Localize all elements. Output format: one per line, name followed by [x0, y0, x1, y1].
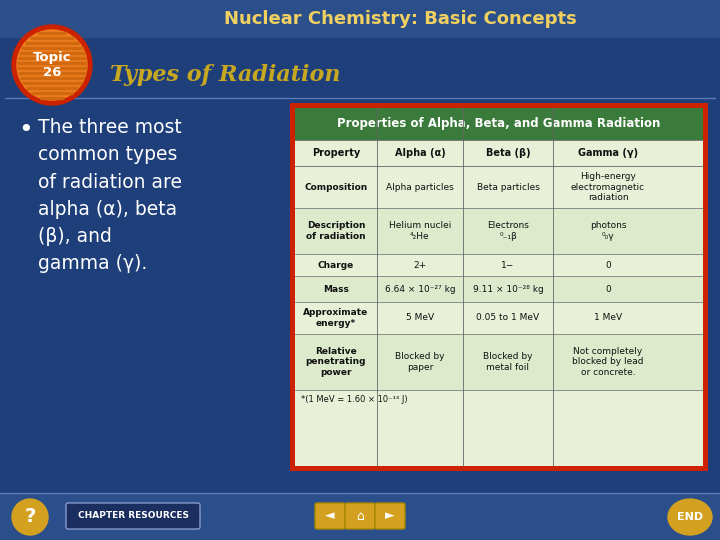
- Text: 0: 0: [605, 285, 611, 294]
- Text: •: •: [18, 118, 32, 142]
- Text: Electrons
⁰₋₁β: Electrons ⁰₋₁β: [487, 221, 529, 241]
- FancyBboxPatch shape: [295, 276, 703, 302]
- Text: Relative
penetrating
power: Relative penetrating power: [306, 347, 366, 377]
- FancyBboxPatch shape: [66, 503, 200, 529]
- Text: High-energy
electromagnetic
radiation: High-energy electromagnetic radiation: [571, 172, 645, 202]
- Text: Not completely
blocked by lead
or concrete.: Not completely blocked by lead or concre…: [572, 347, 644, 377]
- FancyBboxPatch shape: [377, 140, 463, 166]
- Text: 2+: 2+: [413, 260, 426, 269]
- Text: Blocked by
paper: Blocked by paper: [395, 352, 445, 372]
- Text: Properties of Alpha, Beta, and Gamma Radiation: Properties of Alpha, Beta, and Gamma Rad…: [337, 118, 661, 131]
- FancyBboxPatch shape: [295, 108, 703, 140]
- Text: 6.64 × 10⁻²⁷ kg: 6.64 × 10⁻²⁷ kg: [384, 285, 455, 294]
- Text: Beta (β): Beta (β): [486, 148, 531, 158]
- Text: Alpha (α): Alpha (α): [395, 148, 446, 158]
- Text: ◄: ◄: [325, 510, 335, 523]
- Text: END: END: [677, 512, 703, 522]
- Text: Alpha particles: Alpha particles: [386, 183, 454, 192]
- Text: Types of Radiation: Types of Radiation: [110, 64, 341, 86]
- Text: 0: 0: [605, 260, 611, 269]
- FancyBboxPatch shape: [295, 166, 703, 208]
- Text: ⌂: ⌂: [356, 510, 364, 523]
- FancyBboxPatch shape: [290, 103, 708, 471]
- FancyBboxPatch shape: [0, 0, 720, 38]
- Text: Composition: Composition: [305, 183, 368, 192]
- Text: Mass: Mass: [323, 285, 349, 294]
- FancyBboxPatch shape: [295, 334, 703, 390]
- FancyBboxPatch shape: [295, 140, 377, 166]
- Text: Gamma (γ): Gamma (γ): [578, 148, 638, 158]
- FancyBboxPatch shape: [295, 208, 703, 254]
- FancyBboxPatch shape: [295, 390, 703, 410]
- Circle shape: [17, 30, 87, 100]
- Text: Description
of radiation: Description of radiation: [306, 221, 366, 241]
- FancyBboxPatch shape: [315, 503, 345, 529]
- FancyBboxPatch shape: [295, 302, 703, 334]
- FancyBboxPatch shape: [463, 140, 553, 166]
- Text: Property: Property: [312, 148, 360, 158]
- Text: CHAPTER RESOURCES: CHAPTER RESOURCES: [78, 511, 189, 521]
- FancyBboxPatch shape: [295, 108, 703, 466]
- Text: The three most
common types
of radiation are
alpha (α), beta
(β), and
gamma (γ).: The three most common types of radiation…: [38, 118, 182, 273]
- FancyBboxPatch shape: [0, 493, 720, 540]
- Text: Beta particles: Beta particles: [477, 183, 539, 192]
- Text: Blocked by
metal foil: Blocked by metal foil: [483, 352, 533, 372]
- Text: Nuclear Chemistry: Basic Concepts: Nuclear Chemistry: Basic Concepts: [224, 10, 577, 28]
- Text: 26: 26: [42, 66, 61, 79]
- Text: 1 MeV: 1 MeV: [594, 314, 622, 322]
- Text: Approximate
energy*: Approximate energy*: [303, 308, 369, 328]
- Text: 5 MeV: 5 MeV: [406, 314, 434, 322]
- Text: Charge: Charge: [318, 260, 354, 269]
- Ellipse shape: [12, 499, 48, 535]
- Circle shape: [12, 25, 92, 105]
- FancyBboxPatch shape: [553, 140, 663, 166]
- Text: photons
⁰₀γ: photons ⁰₀γ: [590, 221, 626, 241]
- Text: *(1 MeV = 1.60 × 10⁻¹³ J): *(1 MeV = 1.60 × 10⁻¹³ J): [301, 395, 408, 404]
- Text: Topic: Topic: [32, 51, 71, 64]
- FancyBboxPatch shape: [295, 254, 703, 276]
- Ellipse shape: [668, 499, 712, 535]
- Text: ►: ►: [385, 510, 395, 523]
- Text: ?: ?: [24, 508, 36, 526]
- Text: 0.05 to 1 MeV: 0.05 to 1 MeV: [477, 314, 539, 322]
- Text: Helium nuclei
⁴₂He: Helium nuclei ⁴₂He: [389, 221, 451, 241]
- Text: 9.11 × 10⁻²⁸ kg: 9.11 × 10⁻²⁸ kg: [472, 285, 544, 294]
- Text: 1−: 1−: [501, 260, 515, 269]
- FancyBboxPatch shape: [345, 503, 375, 529]
- FancyBboxPatch shape: [375, 503, 405, 529]
